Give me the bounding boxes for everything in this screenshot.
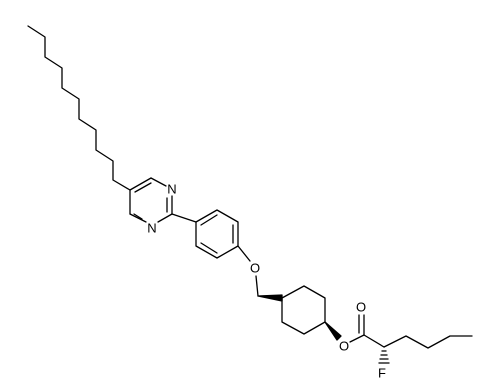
atom-label: F (378, 366, 386, 381)
bond (157, 213, 173, 223)
cyclohexane-ring (281, 285, 326, 335)
butyl-chain (383, 335, 473, 349)
bond (129, 213, 147, 223)
bond (133, 213, 143, 220)
decyl-chain (27, 25, 131, 191)
bond (200, 214, 218, 226)
bond (200, 242, 218, 254)
bond (171, 213, 197, 223)
bond (237, 245, 251, 262)
atom-label: N (167, 182, 176, 197)
bond (349, 334, 365, 343)
atom-label: N (147, 221, 156, 236)
phenyl-ring (195, 209, 239, 259)
atom-labels: N N O O O F (147, 182, 386, 381)
bond (134, 182, 152, 193)
wedge-bond (257, 294, 283, 302)
bonds (27, 25, 473, 364)
bond (150, 177, 167, 187)
bond (363, 334, 385, 348)
bond (255, 275, 259, 297)
atom-label: O (339, 339, 349, 354)
hashed-bond (378, 350, 390, 364)
atom-label: O (250, 261, 260, 276)
atom-label: O (356, 300, 366, 315)
wedge-bond (324, 321, 342, 341)
bond (129, 177, 152, 191)
